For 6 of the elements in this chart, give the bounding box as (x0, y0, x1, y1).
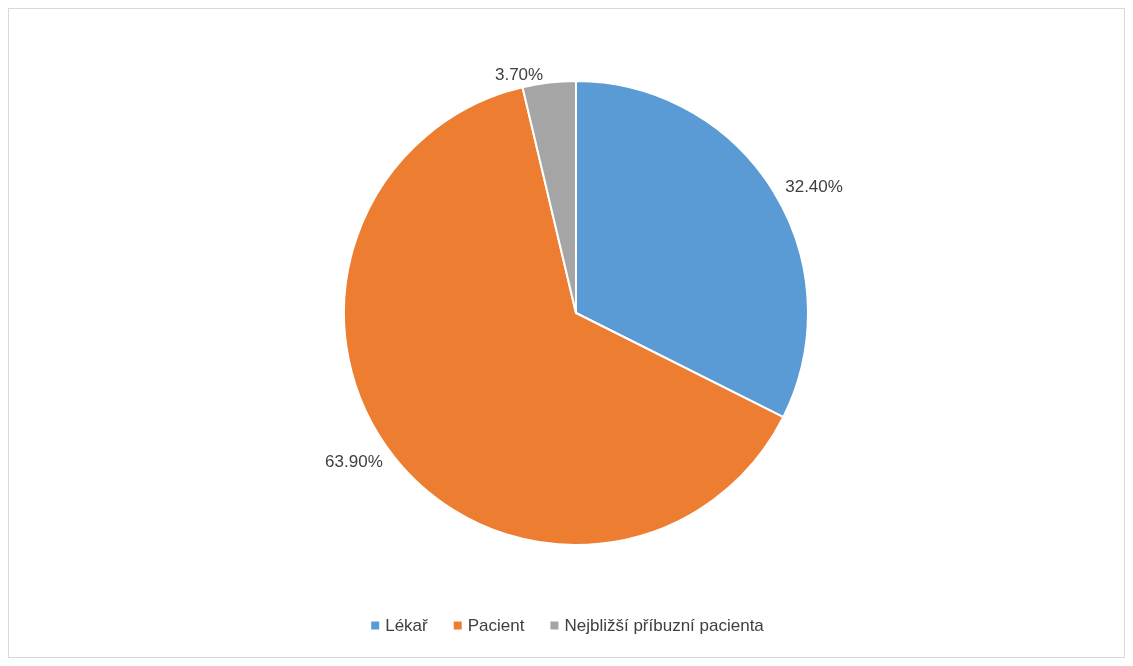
data-label: 32.40% (785, 177, 843, 197)
legend-label: Pacient (467, 616, 525, 635)
data-label: 63.90% (325, 452, 383, 472)
legend-label: Nejbližší příbuzní pacienta (564, 616, 765, 635)
data-label: 3.70% (494, 65, 544, 85)
legend-label: Lékař (385, 616, 429, 635)
